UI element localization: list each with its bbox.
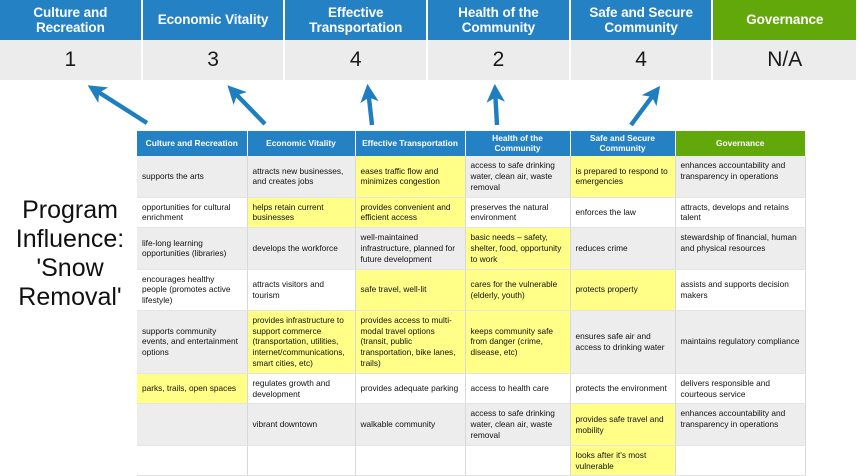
banner-value-governance: N/A: [713, 40, 857, 80]
matrix-cell: attracts new businesses, and creates job…: [247, 156, 356, 198]
matrix-cell: [465, 445, 571, 476]
matrix-cell: provides convenient and efficient access: [355, 197, 466, 229]
matrix-cell: enhances accountability and transparency…: [675, 403, 806, 446]
matrix-cell: parks, trails, open spaces: [137, 373, 248, 405]
banner-header-governance: Governance: [713, 0, 857, 40]
matrix-cell: reduces crime: [570, 227, 676, 270]
matrix-cell: [675, 445, 806, 476]
matrix-cell: access to safe drinking water, clean air…: [465, 156, 571, 198]
table-row: supports community events, and entertain…: [137, 310, 806, 374]
banner-header-safe-and-secure-community: Safe and Secure Community: [570, 0, 714, 40]
banner-header-row: Culture and Recreation Economic Vitality…: [0, 0, 859, 40]
matrix-cell: regulates growth and development: [247, 373, 356, 405]
matrix-cell: cares for the vulnerable (elderly, youth…: [465, 269, 571, 311]
matrix-cell: [247, 445, 356, 476]
matrix-cell: preserves the natural environment: [465, 197, 571, 229]
table-row: parks, trails, open spaces regulates gro…: [137, 373, 806, 405]
table-row: vibrant downtown walkable community acce…: [137, 403, 806, 446]
table-row: looks after it's most vulnerable: [137, 445, 806, 476]
matrix-cell: life-long learning opportunities (librar…: [137, 227, 248, 270]
banner-value-effective-transportation: 4: [285, 40, 429, 80]
matrix-cell: develops the workforce: [247, 227, 356, 270]
matrix-cell: protects property: [570, 269, 676, 311]
matrix-cell: attracts visitors and tourism: [247, 269, 356, 311]
arrow-to-culture-and-recreation: [87, 85, 149, 125]
matrix-cell: walkable community: [355, 403, 466, 446]
matrix-cell: opportunities for cultural enrichment: [137, 197, 248, 229]
banner-value-safe-and-secure-community: 4: [570, 40, 714, 80]
arrow-to-health-of-the-community: [486, 83, 505, 126]
matrix-cell: protects the environment: [570, 373, 676, 405]
matrix-cell: keeps community safe from danger (crime,…: [465, 310, 571, 374]
matrix-cell: [137, 403, 248, 446]
matrix-cell: provides access to multi-modal travel op…: [355, 310, 466, 374]
arrow-to-effective-transportation: [360, 83, 379, 126]
matrix-header-row: Culture and Recreation Economic Vitality…: [137, 131, 805, 157]
scorecard-banner: Culture and Recreation Economic Vitality…: [0, 0, 859, 80]
matrix-cell: looks after it's most vulnerable: [570, 445, 676, 476]
table-row: supports the arts attracts new businesse…: [137, 156, 806, 198]
matrix-cell: enhances accountability and transparency…: [675, 156, 806, 198]
matrix-cell: encourages healthy people (promotes acti…: [137, 269, 248, 311]
banner-header-culture-and-recreation: Culture and Recreation: [0, 0, 143, 40]
matrix-header-economic-vitality: Economic Vitality: [247, 131, 356, 157]
matrix-header-governance: Governance: [675, 131, 805, 157]
matrix-cell: supports the arts: [137, 156, 248, 198]
matrix-cell: provides infrastructure to support comme…: [247, 310, 356, 374]
matrix-cell: maintains regulatory compliance: [675, 310, 806, 374]
matrix-header-effective-transportation: Effective Transportation: [355, 131, 466, 157]
table-row: opportunities for cultural enrichment he…: [137, 197, 806, 229]
matrix-cell: safe travel, well-lit: [355, 269, 466, 311]
matrix-cell: provides safe travel and mobility: [570, 403, 676, 446]
matrix-cell: is prepared to respond to emergencies: [570, 156, 676, 198]
banner-value-culture-and-recreation: 1: [0, 40, 143, 80]
matrix-cell: well-maintained infrastructure, planned …: [355, 227, 466, 270]
matrix-header-safe-and-secure-community: Safe and Secure Community: [570, 131, 676, 157]
matrix-cell: stewardship of financial, human and phys…: [675, 227, 806, 270]
banner-value-row: 1 3 4 2 4 N/A: [0, 40, 859, 80]
matrix-cell: [355, 445, 466, 476]
matrix-cell: eases traffic flow and minimizes congest…: [355, 156, 466, 198]
matrix-cell: supports community events, and entertain…: [137, 310, 248, 374]
matrix-cell: helps retain current businesses: [247, 197, 356, 229]
matrix-cell: vibrant downtown: [247, 403, 356, 446]
table-row: life-long learning opportunities (librar…: [137, 227, 806, 270]
program-influence-caption: Program Influence: 'Snow Removal': [15, 196, 125, 311]
matrix-cell: access to safe drinking water, clean air…: [465, 403, 571, 446]
matrix-cell: [137, 445, 248, 476]
matrix-cell: delivers responsible and courteous servi…: [675, 373, 806, 405]
banner-header-health-of-the-community: Health of the Community: [428, 0, 571, 40]
banner-value-health-of-the-community: 2: [428, 40, 571, 80]
banner-header-economic-vitality: Economic Vitality: [142, 0, 286, 40]
matrix-header-health-of-the-community: Health of the Community: [465, 131, 571, 157]
matrix-cell: provides adequate parking: [355, 373, 466, 405]
matrix-cell: access to health care: [465, 373, 571, 405]
matrix-cell: assists and supports decision makers: [675, 269, 806, 311]
matrix-cell: basic needs – safety, shelter, food, opp…: [465, 227, 571, 270]
program-influence-matrix: Culture and Recreation Economic Vitality…: [137, 131, 806, 476]
banner-value-economic-vitality: 3: [142, 40, 286, 80]
matrix-cell: enforces the law: [570, 197, 676, 229]
banner-header-effective-transportation: Effective Transportation: [285, 0, 429, 40]
arrow-to-safe-and-secure-community: [629, 85, 661, 127]
arrow-to-economic-vitality: [227, 85, 267, 126]
matrix-header-culture-and-recreation: Culture and Recreation: [137, 131, 248, 157]
matrix-cell: ensures safe air and access to drinking …: [570, 310, 676, 374]
matrix-cell: attracts, develops and retains talent: [675, 197, 806, 229]
table-row: encourages healthy people (promotes acti…: [137, 269, 806, 311]
